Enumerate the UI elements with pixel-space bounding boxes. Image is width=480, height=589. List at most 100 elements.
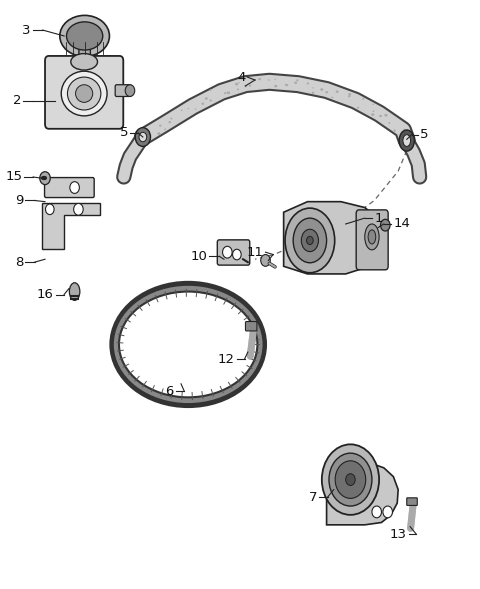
- Ellipse shape: [275, 79, 276, 80]
- Ellipse shape: [135, 128, 151, 147]
- Ellipse shape: [407, 133, 408, 135]
- Ellipse shape: [372, 506, 382, 518]
- Ellipse shape: [159, 124, 162, 127]
- Text: 4: 4: [237, 71, 245, 84]
- Ellipse shape: [274, 85, 277, 87]
- Ellipse shape: [285, 84, 288, 87]
- FancyBboxPatch shape: [245, 322, 257, 331]
- Ellipse shape: [164, 128, 166, 130]
- Ellipse shape: [75, 85, 93, 102]
- Ellipse shape: [294, 81, 297, 84]
- Ellipse shape: [71, 54, 97, 70]
- Text: 1: 1: [374, 211, 383, 224]
- Ellipse shape: [346, 474, 355, 485]
- Ellipse shape: [335, 461, 366, 498]
- Ellipse shape: [40, 171, 50, 184]
- Ellipse shape: [408, 138, 410, 141]
- Ellipse shape: [322, 444, 379, 515]
- Ellipse shape: [368, 230, 376, 244]
- Ellipse shape: [403, 135, 410, 147]
- Ellipse shape: [251, 80, 252, 81]
- Polygon shape: [284, 201, 375, 274]
- Ellipse shape: [381, 219, 390, 231]
- Text: 10: 10: [191, 250, 207, 263]
- Text: 9: 9: [15, 194, 24, 207]
- Text: 2: 2: [12, 94, 21, 107]
- Ellipse shape: [301, 229, 318, 252]
- Ellipse shape: [210, 90, 212, 91]
- Text: 15: 15: [5, 170, 22, 184]
- Ellipse shape: [195, 108, 196, 110]
- Ellipse shape: [408, 134, 410, 135]
- Ellipse shape: [384, 114, 388, 117]
- Ellipse shape: [331, 97, 333, 98]
- Ellipse shape: [372, 110, 374, 112]
- Ellipse shape: [307, 236, 313, 244]
- Ellipse shape: [70, 283, 80, 300]
- Ellipse shape: [233, 249, 241, 260]
- Polygon shape: [326, 458, 398, 525]
- Ellipse shape: [365, 224, 379, 250]
- FancyBboxPatch shape: [356, 210, 388, 270]
- Ellipse shape: [235, 82, 238, 85]
- Ellipse shape: [383, 506, 393, 518]
- Ellipse shape: [336, 90, 338, 93]
- Ellipse shape: [227, 91, 230, 94]
- FancyBboxPatch shape: [79, 48, 90, 61]
- Ellipse shape: [296, 80, 299, 81]
- Ellipse shape: [307, 82, 309, 84]
- Ellipse shape: [371, 113, 374, 116]
- Ellipse shape: [60, 15, 109, 57]
- Ellipse shape: [261, 254, 270, 266]
- Text: 11: 11: [247, 246, 264, 259]
- Ellipse shape: [188, 108, 189, 109]
- Ellipse shape: [399, 130, 414, 151]
- Ellipse shape: [224, 92, 227, 94]
- Ellipse shape: [249, 84, 251, 87]
- Ellipse shape: [357, 107, 359, 108]
- Ellipse shape: [372, 104, 374, 105]
- Ellipse shape: [325, 91, 328, 94]
- Ellipse shape: [73, 203, 83, 215]
- Ellipse shape: [139, 133, 147, 142]
- Ellipse shape: [157, 132, 161, 135]
- FancyBboxPatch shape: [45, 56, 123, 129]
- FancyBboxPatch shape: [45, 177, 94, 197]
- Text: 5: 5: [120, 127, 129, 140]
- Text: 16: 16: [37, 288, 54, 301]
- Text: 3: 3: [22, 24, 31, 37]
- Ellipse shape: [403, 129, 405, 130]
- Ellipse shape: [379, 115, 382, 117]
- Ellipse shape: [329, 453, 372, 506]
- Ellipse shape: [268, 79, 270, 81]
- Ellipse shape: [320, 88, 324, 91]
- Ellipse shape: [312, 87, 314, 88]
- Ellipse shape: [285, 84, 286, 85]
- Ellipse shape: [244, 85, 247, 87]
- Ellipse shape: [144, 127, 146, 130]
- FancyBboxPatch shape: [115, 85, 132, 97]
- Ellipse shape: [70, 181, 79, 193]
- Ellipse shape: [393, 130, 396, 132]
- Ellipse shape: [140, 131, 143, 134]
- Ellipse shape: [181, 110, 182, 111]
- Ellipse shape: [148, 137, 149, 138]
- FancyBboxPatch shape: [407, 498, 417, 505]
- FancyBboxPatch shape: [217, 240, 250, 265]
- Ellipse shape: [202, 102, 204, 105]
- Text: 8: 8: [15, 256, 24, 269]
- Ellipse shape: [205, 97, 208, 100]
- Ellipse shape: [168, 121, 171, 123]
- Ellipse shape: [408, 140, 409, 141]
- Text: 14: 14: [394, 217, 410, 230]
- Ellipse shape: [170, 118, 172, 120]
- Ellipse shape: [125, 85, 135, 97]
- Text: 5: 5: [420, 128, 428, 141]
- Ellipse shape: [238, 82, 240, 84]
- Ellipse shape: [362, 98, 364, 100]
- Ellipse shape: [388, 122, 390, 124]
- Ellipse shape: [348, 93, 351, 95]
- Ellipse shape: [61, 71, 107, 116]
- Ellipse shape: [402, 133, 404, 135]
- Ellipse shape: [312, 92, 314, 94]
